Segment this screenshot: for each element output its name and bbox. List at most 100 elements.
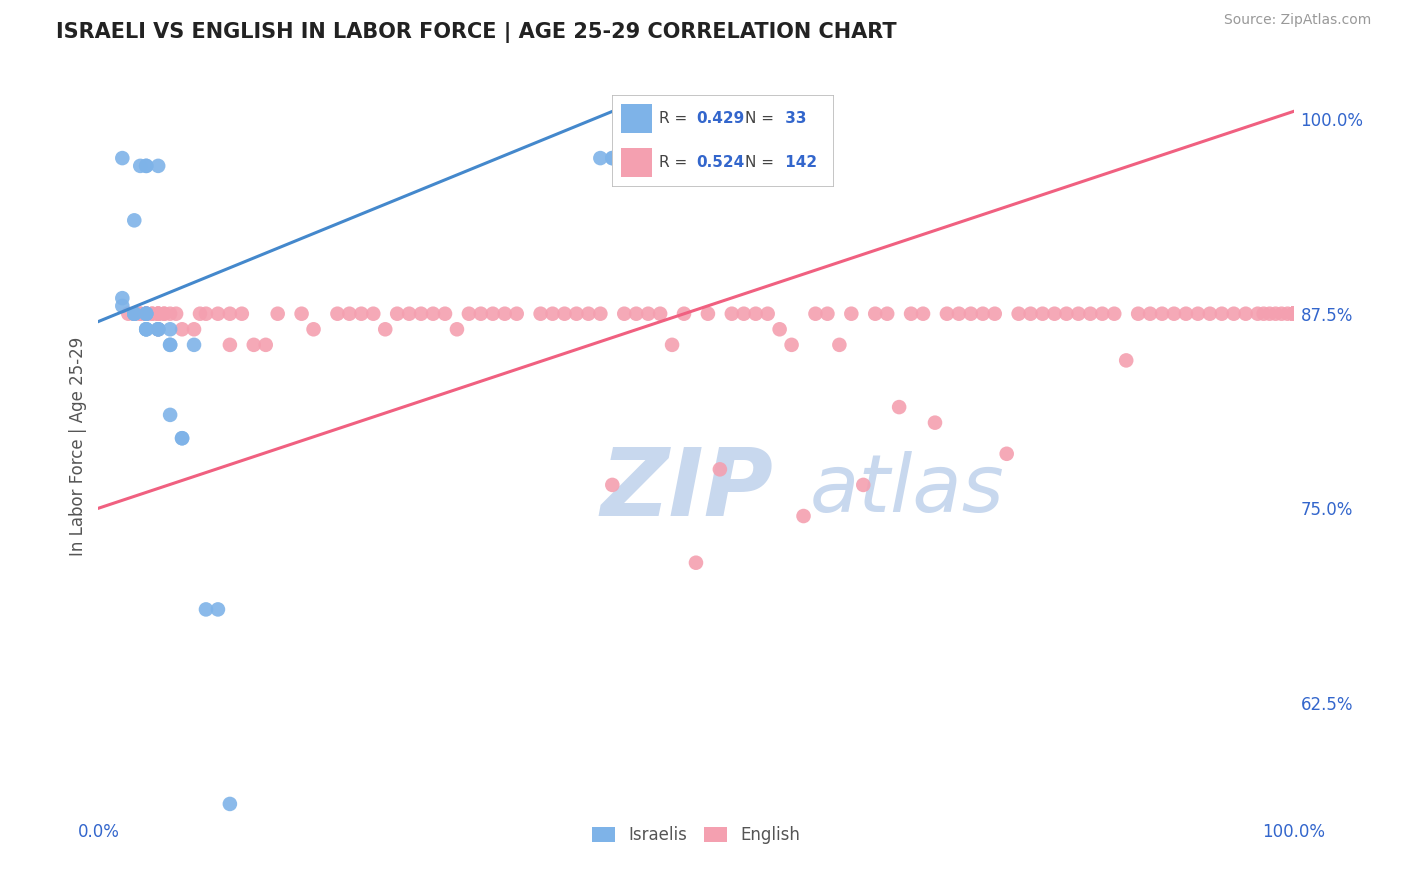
Point [135, 307, 157, 321]
Point [1139, 307, 1161, 321]
Point [745, 307, 768, 321]
Point [602, 478, 624, 492]
Point [291, 307, 314, 321]
Point [481, 307, 505, 321]
Point [195, 307, 218, 321]
Point [172, 322, 194, 336]
Point [124, 307, 146, 321]
Point [1282, 307, 1305, 321]
Point [434, 307, 457, 321]
Point [111, 299, 134, 313]
Point [1175, 307, 1198, 321]
Point [124, 307, 146, 321]
Point [1163, 307, 1185, 321]
Point [1115, 353, 1137, 368]
Point [960, 307, 983, 321]
Point [135, 307, 157, 321]
Point [135, 307, 157, 321]
Point [207, 602, 229, 616]
Point [111, 291, 134, 305]
Point [780, 338, 803, 352]
Point [117, 307, 139, 321]
Point [1104, 307, 1126, 321]
Point [1056, 307, 1078, 321]
Point [911, 307, 934, 321]
Point [793, 509, 815, 524]
Point [721, 307, 744, 321]
Point [183, 338, 205, 352]
Point [135, 307, 157, 321]
Point [172, 431, 194, 445]
Point [159, 338, 181, 352]
Point [1282, 307, 1305, 321]
Point [129, 307, 152, 321]
Point [1152, 307, 1174, 321]
Point [541, 307, 564, 321]
Point [135, 322, 157, 336]
Point [1282, 307, 1305, 321]
Point [697, 307, 720, 321]
Point [506, 307, 529, 321]
Point [1282, 307, 1305, 321]
Point [135, 307, 157, 321]
Point [411, 307, 433, 321]
Point [1282, 307, 1305, 321]
Point [124, 307, 146, 321]
Point [159, 307, 181, 321]
Point [135, 307, 157, 321]
Point [1199, 307, 1222, 321]
Point [613, 307, 636, 321]
Point [972, 307, 994, 321]
Point [602, 151, 624, 165]
Point [183, 322, 205, 336]
Point [1067, 307, 1090, 321]
Point [1282, 307, 1305, 321]
Point [1223, 307, 1246, 321]
Point [385, 307, 409, 321]
Point [1282, 307, 1305, 321]
Point [1282, 307, 1305, 321]
Point [804, 307, 827, 321]
Point [243, 338, 266, 352]
Point [159, 338, 181, 352]
Point [422, 307, 444, 321]
Text: Source: ZipAtlas.com: Source: ZipAtlas.com [1223, 13, 1371, 28]
Point [148, 322, 170, 336]
Point [148, 307, 170, 321]
Point [565, 307, 588, 321]
Point [1258, 307, 1281, 321]
Point [231, 307, 253, 321]
Point [661, 338, 683, 352]
Point [1247, 307, 1270, 321]
Point [876, 307, 898, 321]
Point [188, 307, 211, 321]
Point [900, 307, 922, 321]
Point [172, 431, 194, 445]
Point [129, 307, 152, 321]
Point [589, 151, 612, 165]
Point [1187, 307, 1209, 321]
Point [374, 322, 396, 336]
Text: ZIP: ZIP [600, 444, 773, 536]
Point [1282, 307, 1305, 321]
Point [148, 322, 170, 336]
Point [1282, 307, 1305, 321]
Point [815, 307, 838, 321]
Point [195, 602, 218, 616]
Point [339, 307, 361, 321]
Point [530, 307, 553, 321]
Point [589, 307, 612, 321]
Point [685, 556, 707, 570]
Point [1282, 307, 1305, 321]
Point [924, 416, 946, 430]
Point [1019, 307, 1042, 321]
Y-axis label: In Labor Force | Age 25-29: In Labor Force | Age 25-29 [69, 336, 87, 556]
Point [984, 307, 1007, 321]
Point [1128, 307, 1150, 321]
Point [219, 797, 242, 811]
Point [135, 159, 157, 173]
Point [578, 307, 600, 321]
Point [470, 307, 492, 321]
Point [148, 322, 170, 336]
Point [135, 159, 157, 173]
